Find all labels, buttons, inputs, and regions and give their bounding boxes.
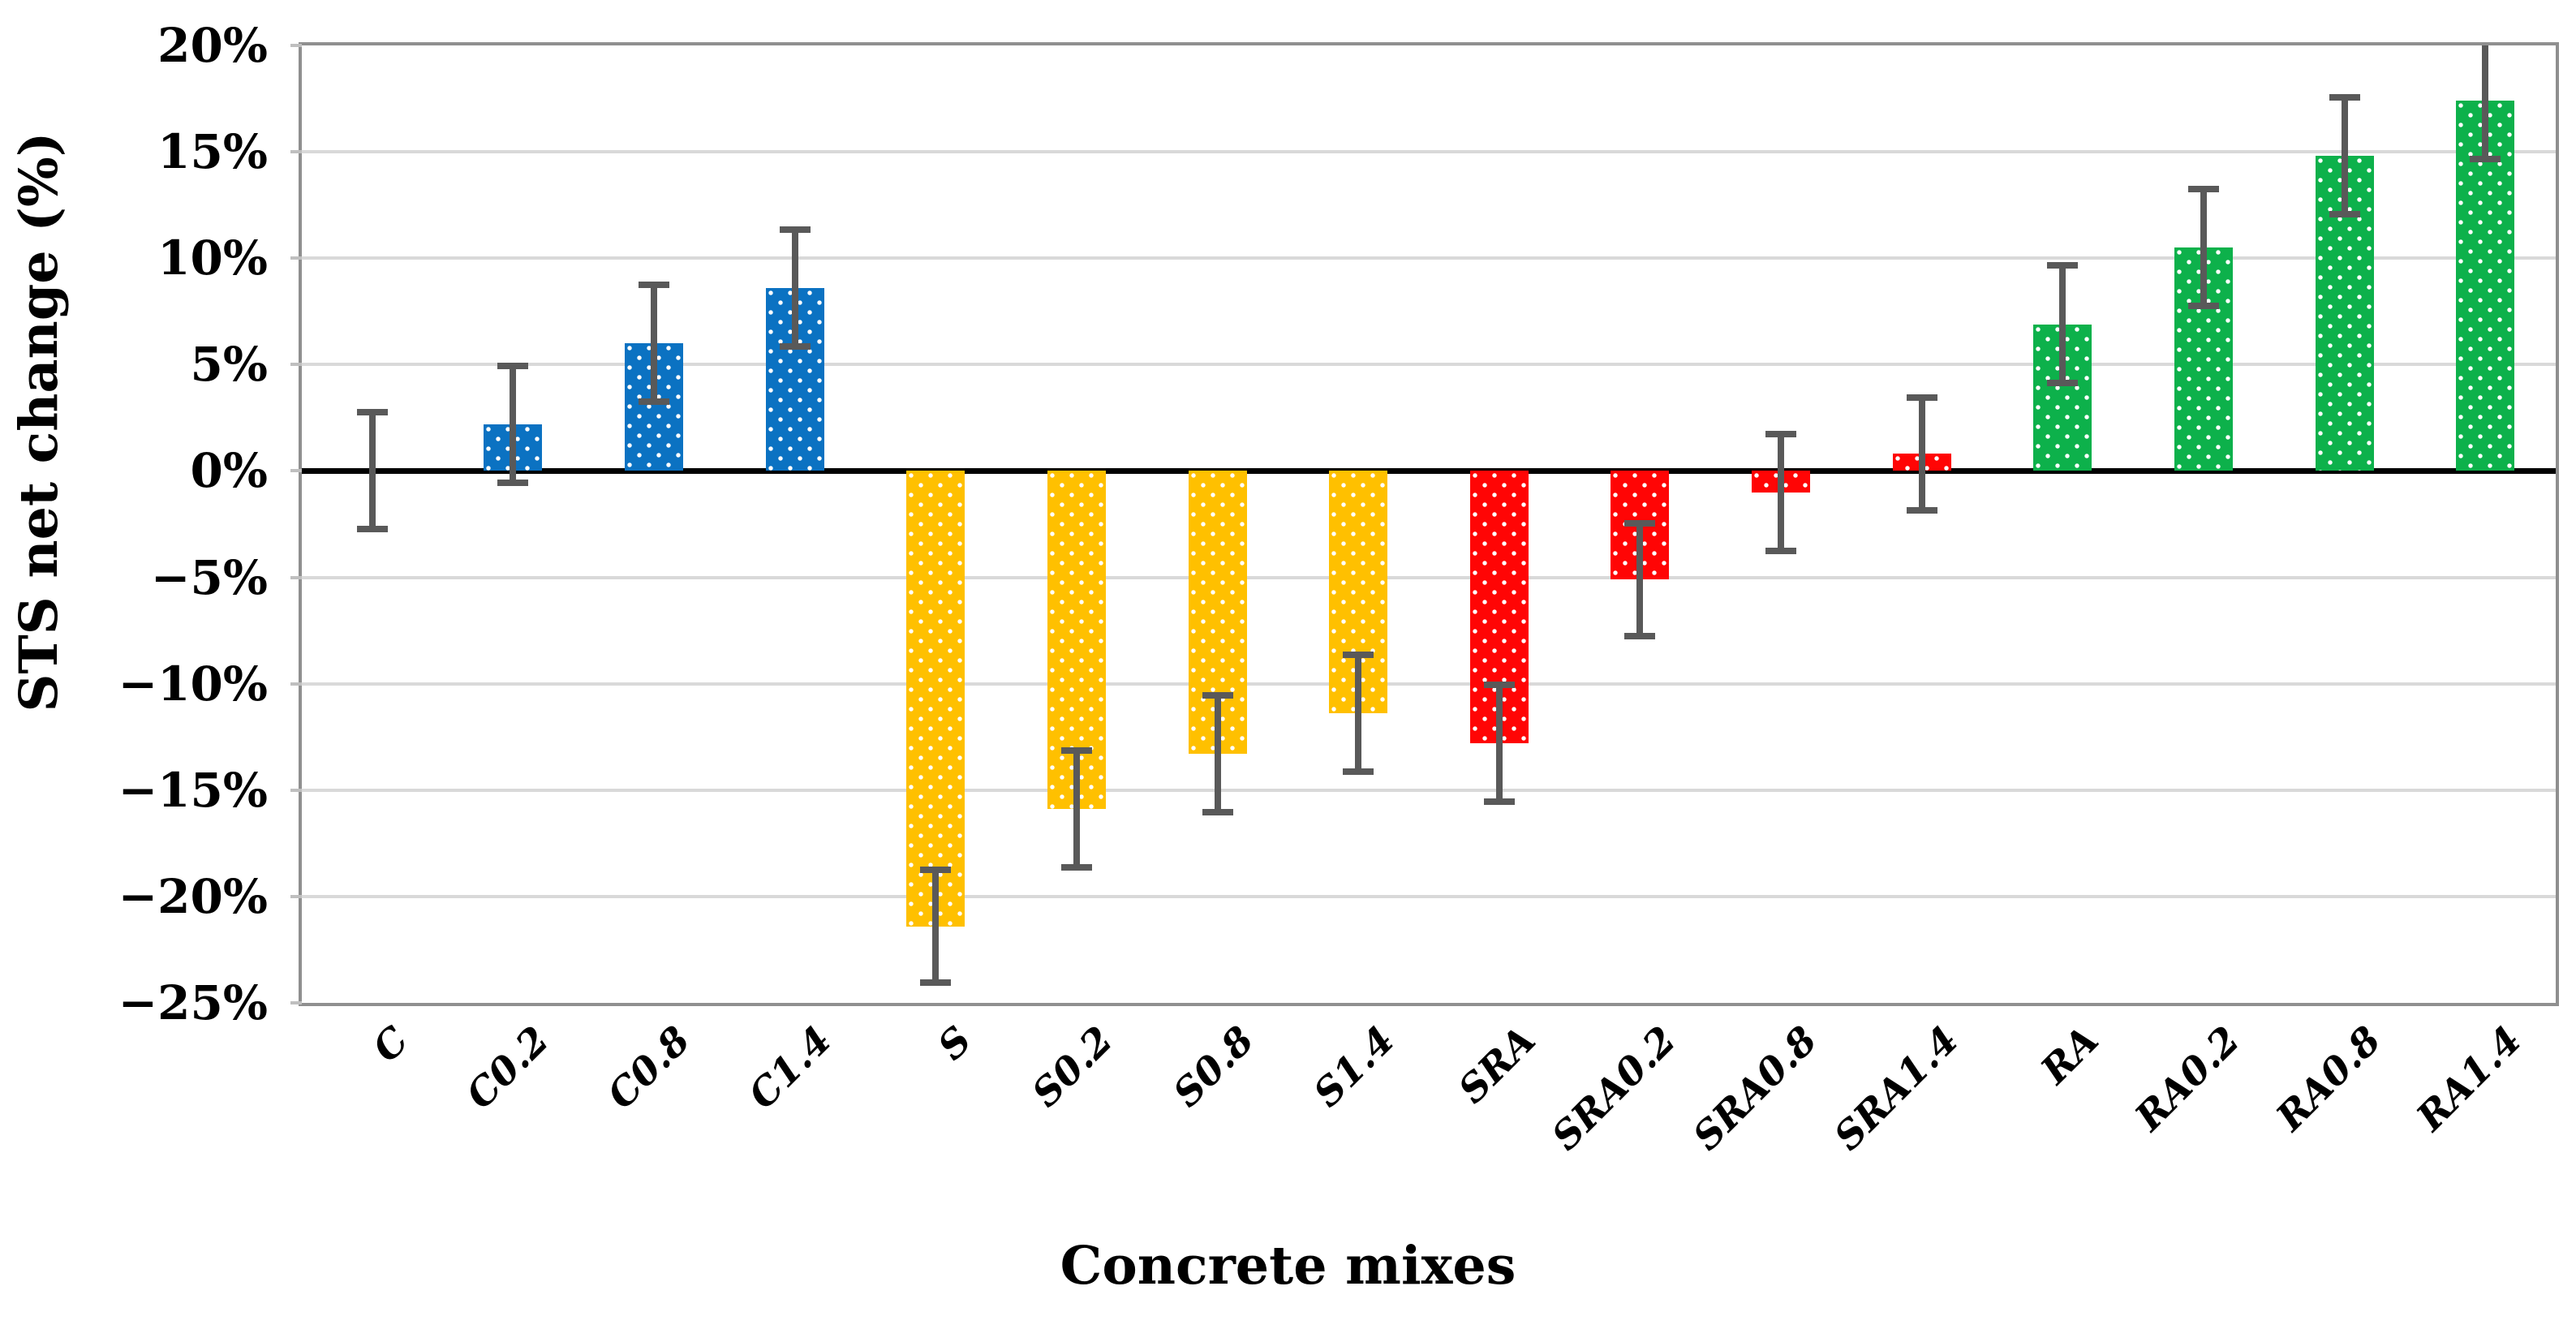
- error-cap-bottom-RA0.8: [2329, 211, 2360, 218]
- error-bar-S0.8: [1214, 692, 1221, 816]
- error-cap-top-SRA1.4: [1906, 394, 1937, 402]
- zero-axis-line: [302, 467, 2556, 474]
- error-bar-RA0.8: [2341, 94, 2348, 218]
- error-bar-SRA: [1495, 682, 1503, 806]
- y-tick-mark--5: [290, 575, 302, 579]
- x-tick-label-C0.2: C0.2: [458, 1017, 558, 1118]
- bar-S0.2: [1047, 471, 1106, 810]
- x-tick-label-S: S: [929, 1017, 981, 1069]
- x-axis-title: Concrete mixes: [1060, 1235, 1516, 1297]
- y-tick-mark--15: [290, 788, 302, 792]
- gridline--20: [302, 894, 2556, 898]
- error-bar-SRA1.4: [1918, 394, 1925, 514]
- error-cap-top-C1.4: [779, 226, 811, 233]
- gridline-15: [302, 150, 2556, 154]
- error-cap-bottom-RA1.4: [2470, 156, 2501, 163]
- x-tick-label-S0.8: S0.8: [1164, 1017, 1263, 1116]
- error-cap-top-C0.8: [639, 282, 670, 289]
- error-bar-S1.4: [1355, 652, 1362, 776]
- error-cap-top-RA: [2047, 262, 2079, 269]
- y-tick-mark--10: [290, 682, 302, 686]
- error-cap-top-C0.2: [497, 362, 529, 369]
- error-cap-top-S1.4: [1343, 652, 1374, 659]
- error-cap-bottom-S0.8: [1202, 809, 1233, 816]
- x-tick-label-RA0.8: RA0.8: [2267, 1017, 2390, 1140]
- error-bar-SRA0.2: [1636, 519, 1644, 639]
- y-tick-label--5: −5%: [150, 549, 268, 605]
- error-cap-bottom-C0.8: [639, 398, 670, 406]
- y-tick-mark-20: [290, 44, 302, 47]
- error-cap-bottom-SRA0.8: [1765, 547, 1797, 554]
- y-tick-label--25: −25%: [118, 975, 268, 1030]
- error-cap-top-S0.2: [1060, 747, 1092, 755]
- y-tick-label--10: −10%: [118, 656, 268, 712]
- error-cap-bottom-RA: [2047, 379, 2079, 386]
- bar-RA1.4: [2456, 101, 2515, 471]
- plot-area: [302, 45, 2556, 1003]
- error-cap-bottom-RA0.2: [2187, 303, 2219, 310]
- y-tick-mark-5: [290, 363, 302, 367]
- gridline--5: [302, 575, 2556, 579]
- error-bar-C: [368, 409, 376, 533]
- x-tick-label-SRA0.8: SRA0.8: [1684, 1017, 1826, 1159]
- error-cap-bottom-SRA: [1483, 798, 1515, 806]
- gridline-10: [302, 256, 2556, 260]
- x-tick-label-SRA0.2: SRA0.2: [1543, 1017, 1685, 1159]
- y-tick-label-20: 20%: [157, 18, 268, 73]
- error-bar-RA0.2: [2200, 186, 2207, 310]
- y-tick-label--20: −20%: [118, 868, 268, 924]
- error-cap-bottom-C0.2: [497, 479, 529, 486]
- error-cap-top-RA0.2: [2187, 186, 2219, 193]
- error-cap-bottom-SRA0.2: [1624, 632, 1656, 639]
- bar-S: [906, 471, 965, 927]
- x-tick-label-SRA1.4: SRA1.4: [1826, 1017, 1967, 1159]
- y-tick-mark-0: [290, 469, 302, 473]
- y-axis-title: STS net change (%): [8, 131, 70, 712]
- x-tick-label-C0.8: C0.8: [599, 1017, 699, 1118]
- error-cap-bottom-S: [920, 979, 952, 987]
- error-cap-bottom-C: [356, 526, 388, 533]
- error-cap-bottom-C1.4: [779, 342, 811, 350]
- error-cap-top-SRA0.2: [1624, 519, 1656, 527]
- x-tick-label-RA0.2: RA0.2: [2127, 1017, 2249, 1140]
- error-cap-top-S: [920, 867, 952, 874]
- y-tick-label-15: 15%: [157, 124, 268, 180]
- x-tick-label-C: C: [363, 1017, 418, 1071]
- x-tick-label-S0.2: S0.2: [1023, 1017, 1122, 1116]
- x-tick-label-SRA: SRA: [1449, 1017, 1545, 1112]
- y-tick-label-0: 0%: [190, 443, 268, 499]
- bar-C1.4: [765, 287, 824, 471]
- error-cap-top-S0.8: [1202, 692, 1233, 699]
- y-tick-label-10: 10%: [157, 230, 268, 286]
- error-bar-S: [932, 867, 940, 987]
- y-tick-mark-10: [290, 256, 302, 260]
- x-tick-label-RA: RA: [2032, 1017, 2108, 1093]
- x-tick-label-S1.4: S1.4: [1305, 1017, 1404, 1116]
- y-tick-label-5: 5%: [190, 337, 268, 393]
- error-bar-S0.2: [1073, 747, 1080, 871]
- error-cap-top-SRA: [1483, 682, 1515, 689]
- error-bar-C1.4: [791, 226, 798, 350]
- x-tick-label-C1.4: C1.4: [739, 1017, 841, 1118]
- error-bar-SRA0.8: [1778, 430, 1785, 554]
- x-tick-label-RA1.4: RA1.4: [2408, 1017, 2531, 1140]
- error-bar-RA1.4: [2482, 45, 2489, 163]
- error-bar-C0.2: [510, 362, 517, 486]
- error-cap-top-C: [356, 409, 388, 416]
- y-tick-mark--20: [290, 894, 302, 898]
- error-cap-top-RA0.8: [2329, 94, 2360, 101]
- error-bar-RA: [2059, 262, 2066, 386]
- y-tick-label--15: −15%: [118, 762, 268, 818]
- gridline--10: [302, 682, 2556, 686]
- error-bar-C0.8: [651, 282, 658, 406]
- error-cap-top-SRA0.8: [1765, 430, 1797, 437]
- y-tick-mark--25: [290, 1001, 302, 1005]
- gridline-5: [302, 363, 2556, 367]
- y-tick-mark-15: [290, 150, 302, 154]
- error-cap-bottom-SRA1.4: [1906, 506, 1937, 514]
- error-cap-bottom-S0.2: [1060, 864, 1092, 871]
- gridline--15: [302, 788, 2556, 792]
- error-cap-bottom-S1.4: [1343, 768, 1374, 776]
